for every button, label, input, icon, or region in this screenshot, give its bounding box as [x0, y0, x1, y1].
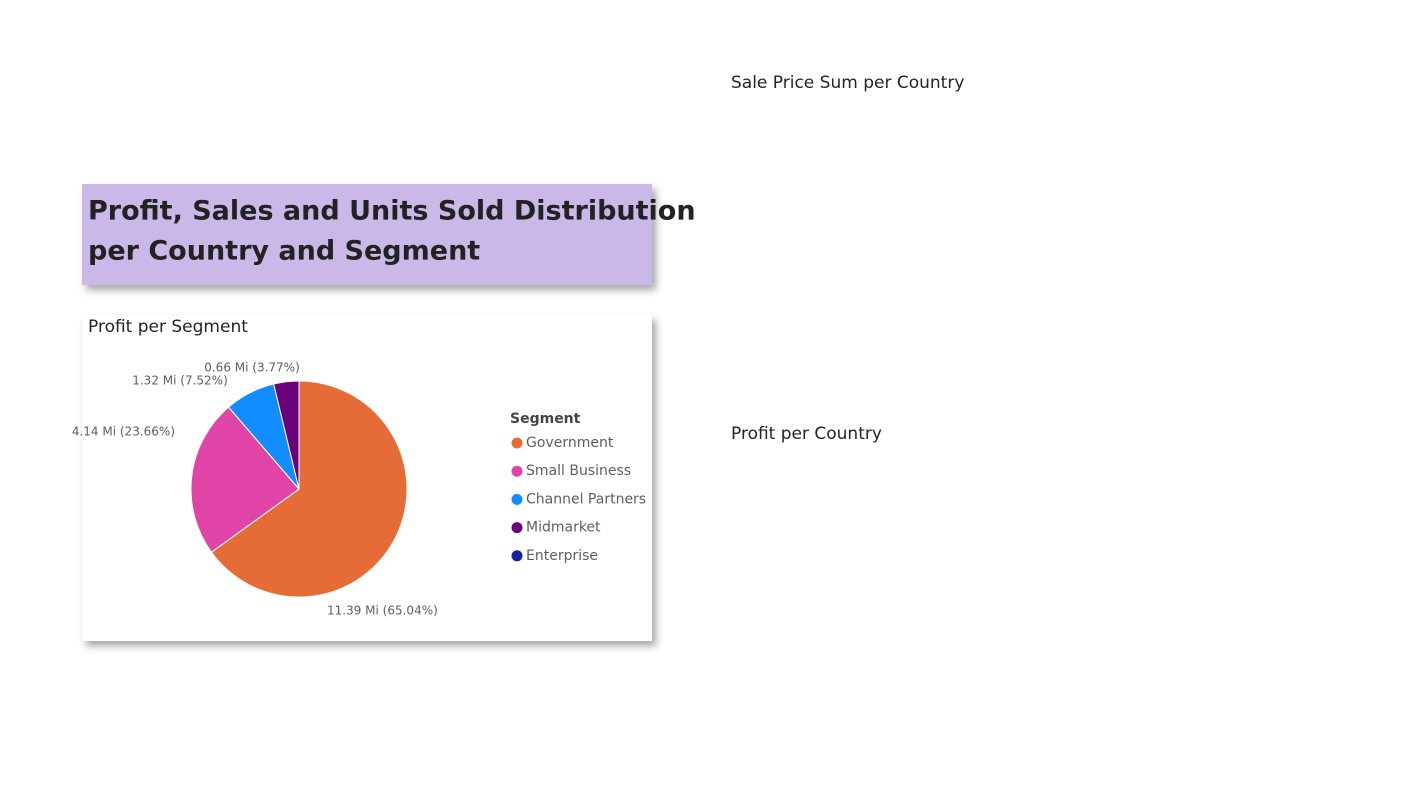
bing-logo: [741, 721, 746, 726]
legend-swatch: [511, 465, 523, 477]
location-tag: [1154, 613, 1223, 637]
region-label: EUROPE: [1213, 219, 1267, 233]
location-label: France: [1148, 197, 1191, 212]
bing-logo: [741, 726, 746, 731]
region-label: NORTH AMERICA: [789, 206, 902, 220]
bing-logo: [736, 370, 741, 375]
bubble: [825, 131, 887, 193]
location-label: United States of America: [766, 226, 928, 241]
location-tag: [805, 306, 867, 330]
attribution: Microsoft Bing: [749, 372, 813, 382]
location-tag: [1139, 191, 1201, 215]
location-tag: [1160, 264, 1229, 288]
bubble: [816, 250, 880, 314]
location-tag: [819, 543, 881, 567]
location-tag: [1133, 533, 1195, 557]
location-label: Germany: [1165, 270, 1225, 285]
pie-slice: [190, 406, 300, 553]
bing-logo: [736, 375, 741, 380]
region-label: EUROPE: [1210, 564, 1264, 578]
location-label: Germany: [1159, 619, 1219, 634]
chart-title: Profit per Country: [731, 424, 882, 444]
bing-logo: [741, 375, 746, 380]
pie-slice: [273, 380, 300, 490]
location-label: Canada: [825, 549, 874, 564]
chart-title: Profit per Segment: [88, 317, 248, 337]
page-title-1: Profit, Sales and Units Sold Distributio…: [88, 196, 696, 227]
data-label: 4.14 Mi (23.66%): [72, 425, 175, 439]
location-label: United States of America: [761, 589, 923, 604]
location-tag: [799, 651, 861, 675]
pie-slice: [210, 380, 408, 598]
data-label: 1.32 Mi (7.52%): [132, 374, 228, 388]
legend-swatch: [511, 522, 523, 534]
legend-swatch: [511, 550, 523, 562]
location-tag: [824, 100, 886, 124]
water: [731, 449, 1291, 743]
land: [731, 98, 1291, 398]
map: Sale Price Sum per Country NORTH AMERICA E…: [731, 73, 1291, 398]
bing-logo: [741, 370, 746, 375]
location-tag: [748, 220, 946, 244]
link[interactable]: © OpenStreetMap: [1146, 375, 1229, 385]
location-tag: [743, 583, 941, 607]
bubble: [1132, 564, 1196, 628]
location-label: Mexico: [807, 657, 852, 672]
map: Profit per Country NORTH AMERICA EUROPE Atl…: [731, 424, 1291, 749]
water: [731, 98, 1291, 392]
legend-title: Segment: [510, 411, 581, 427]
legend-label: Small Business: [526, 463, 631, 479]
bubble: [829, 613, 855, 639]
link[interactable]: Terms: [1234, 726, 1262, 736]
attribution: Microsoft Bing: [749, 723, 813, 733]
bing-logo: [736, 721, 741, 726]
page-title-2: per Country and Segment: [88, 236, 480, 267]
pie-chart: Profit per Segment 11.39 Mi (65.04%) 4.14 …: [72, 317, 646, 618]
region-label: AFRICA: [1212, 733, 1262, 747]
legend-label: Midmarket: [526, 520, 601, 536]
data-label: 11.39 Mi (65.04%): [327, 604, 438, 618]
legend-swatch: [511, 493, 523, 505]
data-label: 0.66 Mi (3.77%): [204, 361, 300, 375]
legend-label: Channel Partners: [526, 491, 646, 507]
legend-swatch: [511, 437, 523, 449]
bing-logo: [736, 726, 741, 731]
legend-label: Government: [526, 435, 614, 451]
legend-label: Enterprise: [526, 548, 598, 564]
region-label: Atlantic Ocean: [992, 648, 1062, 662]
copyright: © 2025 TomTom, © 2025 Microsoft Corporat…: [930, 726, 1147, 736]
location-label: France: [1142, 539, 1185, 554]
land: [731, 449, 1291, 749]
map-area: NORTH AMERICA EUROPE Atlantic Ocean AFRICA C…: [731, 449, 1291, 749]
title-box: [82, 184, 652, 285]
bubble: [828, 682, 834, 688]
link[interactable]: Terms: [1234, 375, 1262, 385]
bubble: [823, 480, 877, 534]
chart-title: Sale Price Sum per Country: [731, 73, 964, 93]
bubble: [1170, 203, 1222, 255]
location-label: Mexico: [813, 312, 858, 327]
copyright: © 2025 TomTom, © 2025 Microsoft Corporat…: [930, 375, 1147, 385]
location-label: Canada: [830, 106, 879, 121]
link[interactable]: © OpenStreetMap: [1146, 726, 1229, 736]
bubble: [1141, 222, 1199, 280]
bubble: [1160, 543, 1220, 603]
region-label: NORTH AMERICA: [783, 550, 896, 564]
map-area: NORTH AMERICA EUROPE Atlantic Ocean Canada U…: [731, 98, 1291, 398]
bubble: [833, 338, 839, 344]
region-label: Atlantic Ocean: [998, 302, 1068, 316]
